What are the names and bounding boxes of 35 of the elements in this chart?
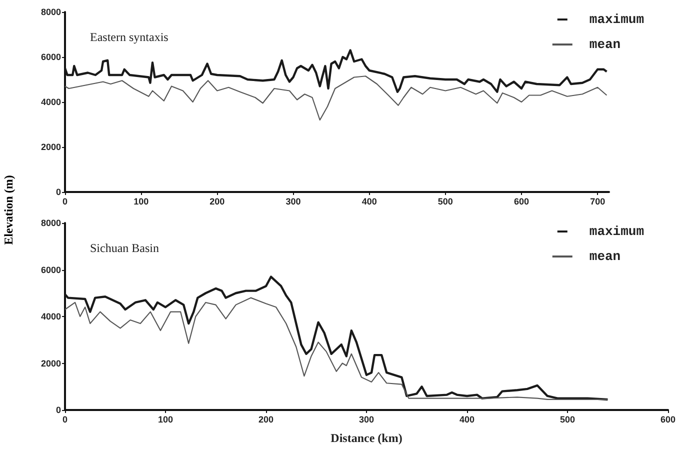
x-tick-label: 300	[358, 414, 374, 424]
x-tick-label: 600	[514, 196, 530, 206]
legend-label: mean	[589, 249, 621, 264]
legend-label: maximum	[589, 224, 644, 239]
y-tick-label: 8000	[40, 7, 61, 17]
y-tick-label: 0	[56, 187, 61, 197]
x-tick-label: 200	[258, 414, 274, 424]
legend-label: maximum	[589, 12, 644, 27]
y-tick-label: 4000	[40, 97, 61, 107]
y-axis-title: Elevation (m)	[2, 175, 16, 245]
x-tick-label: 200	[210, 196, 225, 206]
y-tick-label: 8000	[40, 218, 61, 228]
x-tick-label: 400	[459, 414, 475, 424]
x-tick-label: 0	[62, 196, 68, 206]
x-tick-label: 300	[286, 196, 301, 206]
x-tick-label: 500	[560, 414, 576, 424]
y-tick-label: 2000	[40, 358, 61, 368]
text: Sichuan Basin	[90, 241, 159, 255]
line-series	[64, 76, 608, 121]
x-tick-label: 100	[158, 414, 174, 424]
y-tick-label: 4000	[40, 312, 61, 322]
x-axis-title: Distance (km)	[330, 431, 402, 445]
x-tick-label: 100	[134, 196, 149, 206]
x-tick-label: 700	[590, 196, 606, 206]
x-tick-label: 500	[438, 196, 453, 206]
y-tick-label: 2000	[40, 142, 61, 152]
y-tick-label: 6000	[40, 52, 61, 62]
x-tick-label: 600	[660, 414, 676, 424]
y-tick-label: 0	[56, 405, 61, 415]
text: Eastern syntaxis	[90, 30, 169, 44]
line-series	[64, 297, 608, 400]
legend-label: mean	[589, 37, 621, 52]
x-tick-label: 400	[362, 196, 377, 206]
x-tick-label: 0	[62, 414, 68, 424]
y-tick-label: 6000	[40, 264, 61, 275]
